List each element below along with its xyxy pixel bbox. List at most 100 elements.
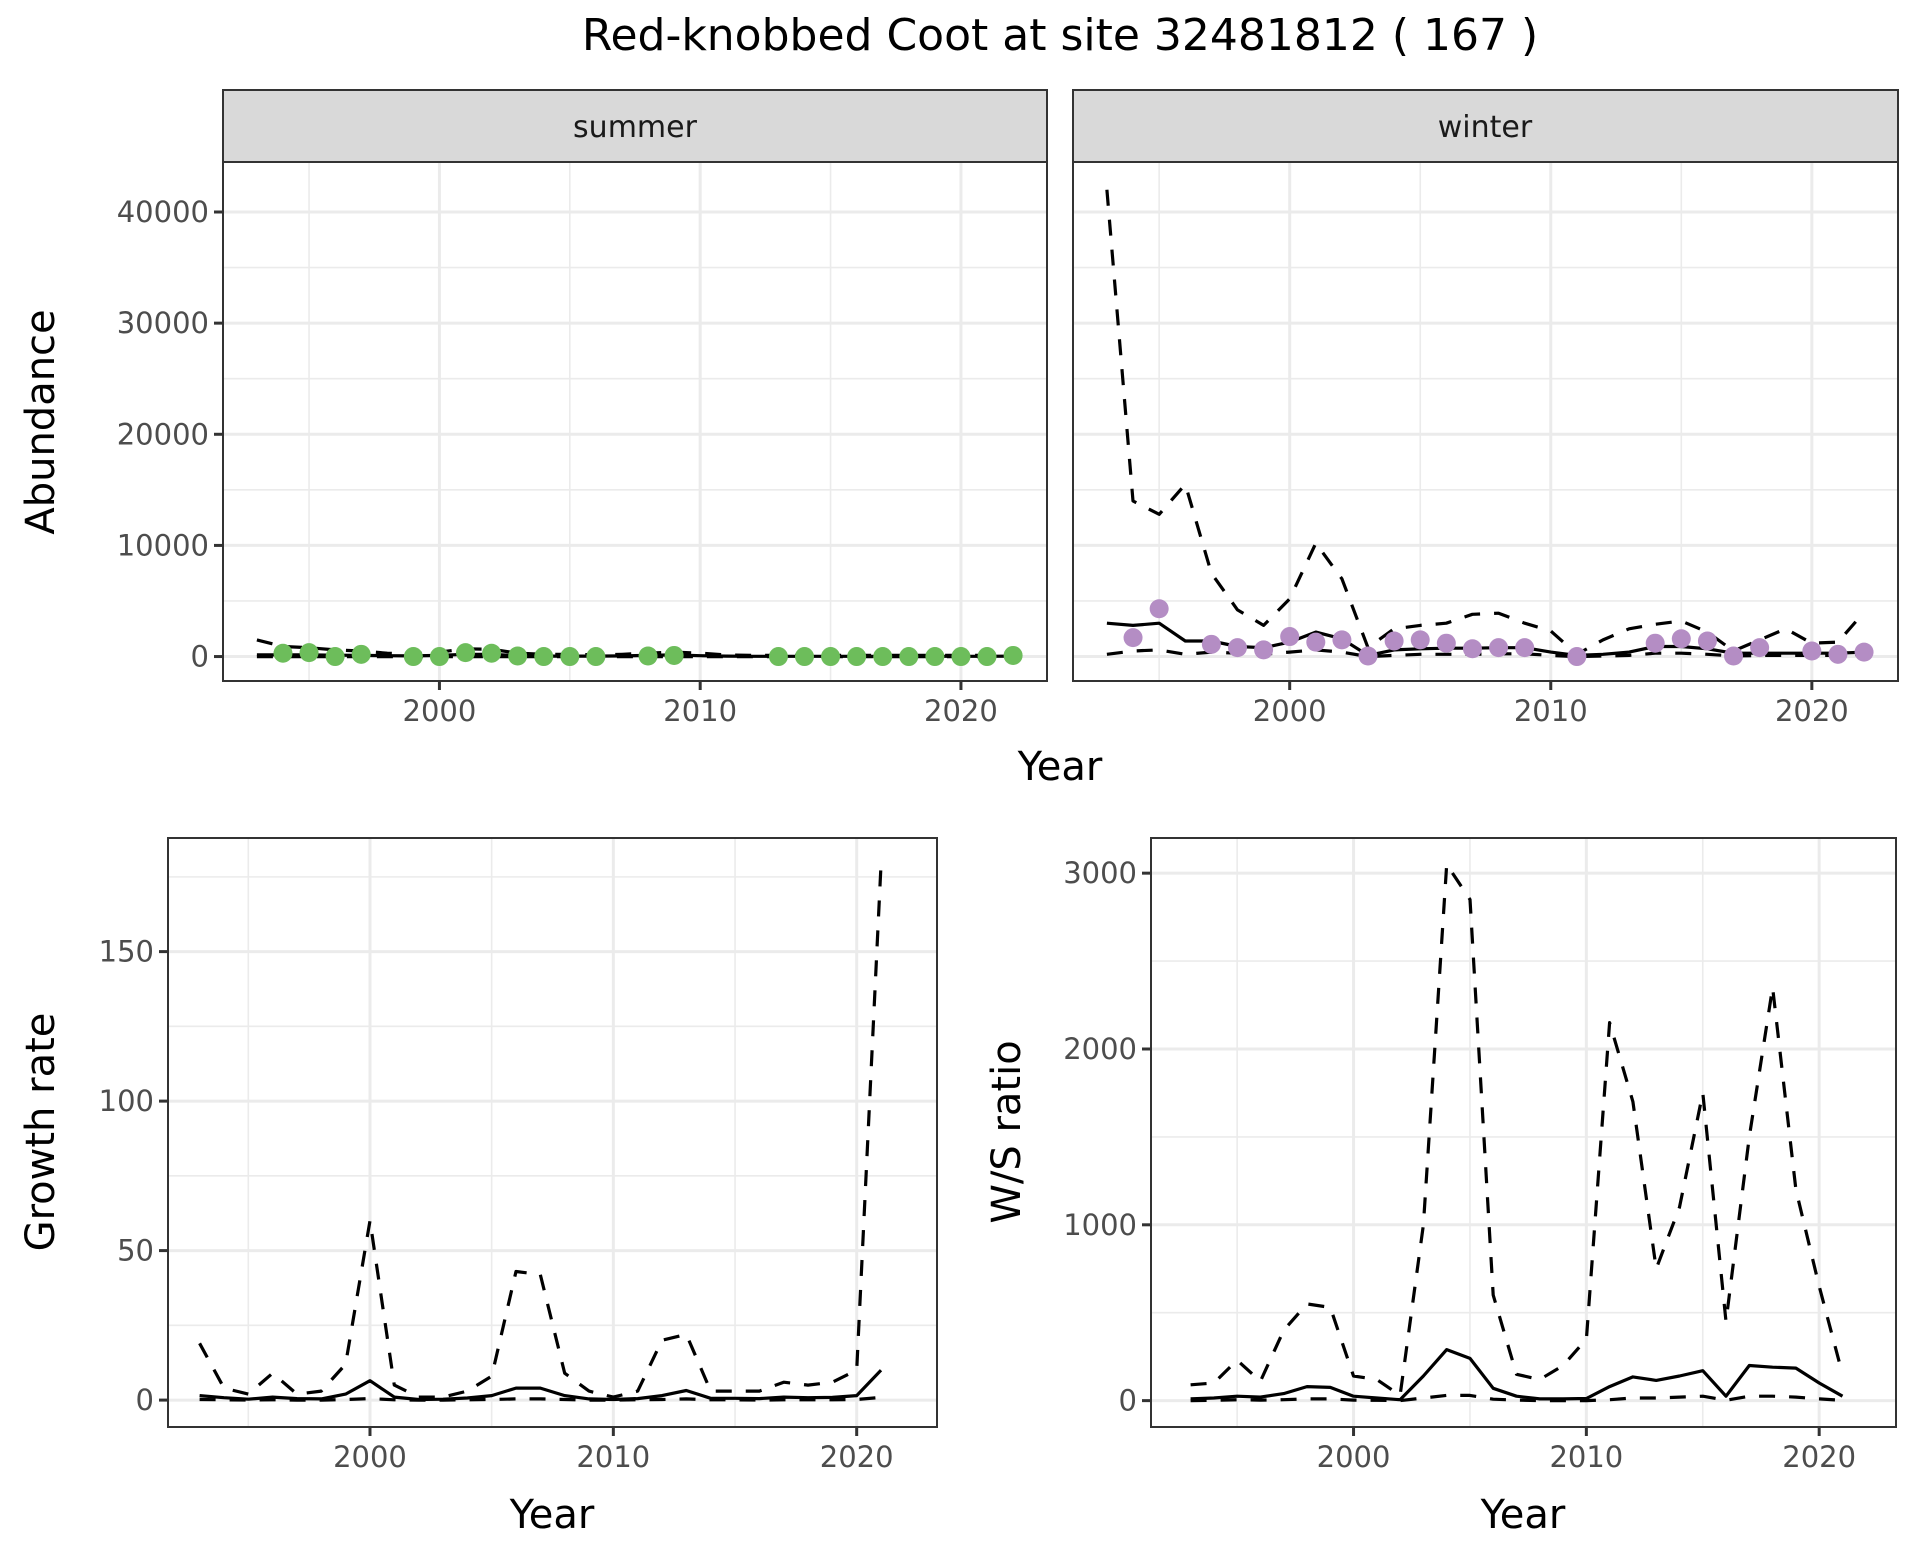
facet-label-winter: winter xyxy=(1438,110,1533,145)
data-point xyxy=(1306,632,1326,652)
panel-border xyxy=(167,837,938,1428)
y-tick-label: 50 xyxy=(117,1234,154,1268)
panel-border xyxy=(222,161,1048,682)
data-point xyxy=(1697,631,1717,651)
y-axis-title-growth: Growth rate xyxy=(18,1013,64,1252)
data-point xyxy=(1436,633,1456,653)
data-point xyxy=(1280,627,1300,647)
data-point xyxy=(794,647,814,667)
x-tick-label: 2000 xyxy=(1253,694,1327,728)
series-line-upper xyxy=(1105,189,1866,656)
panel-growth-rate: 2000 2010 2020 0 50 100 150 xyxy=(99,837,938,1474)
data-point xyxy=(1332,630,1352,650)
x-axis-title-top: Year xyxy=(1017,744,1103,790)
y-tick-label: 3000 xyxy=(1063,856,1137,890)
data-point xyxy=(1003,645,1023,665)
data-point xyxy=(768,647,788,667)
panel-winter: winter 2000 2010 2020 xyxy=(1072,89,1899,728)
data-point xyxy=(873,647,893,667)
data-point xyxy=(1227,638,1247,658)
data-point xyxy=(664,645,684,665)
series-line-upper xyxy=(1190,862,1845,1397)
series-line-lower xyxy=(199,1395,882,1402)
data-point xyxy=(1645,633,1665,653)
x-axis-title-ws: Year xyxy=(1480,1492,1566,1538)
data-point xyxy=(925,647,945,667)
chart-title: Red-knobbed Coot at site 32481812 ( 167 … xyxy=(582,10,1538,61)
data-point xyxy=(1358,646,1378,666)
data-point xyxy=(456,643,476,663)
data-point xyxy=(977,647,997,667)
x-tick-label: 2010 xyxy=(576,1440,650,1474)
panel-border xyxy=(1150,837,1897,1428)
plot-area xyxy=(256,638,1023,667)
data-point xyxy=(1123,628,1143,648)
y-tick-label: 2000 xyxy=(1063,1032,1137,1066)
y-tick-label: 10000 xyxy=(117,528,209,562)
data-point xyxy=(403,647,423,667)
y-axis-title-ws: W/S ratio xyxy=(984,1040,1030,1223)
data-point xyxy=(1515,638,1535,658)
y-tick-label: 30000 xyxy=(117,306,209,340)
panel-border xyxy=(1072,161,1899,682)
data-point xyxy=(1384,631,1404,651)
facet-strip-winter xyxy=(1072,89,1899,163)
x-tick-label: 2010 xyxy=(663,694,737,728)
series-line-lower xyxy=(1190,1393,1843,1403)
data-point xyxy=(951,647,971,667)
data-point xyxy=(586,647,606,667)
x-axis-title-growth: Year xyxy=(509,1492,595,1538)
data-point xyxy=(482,643,502,663)
plot-area xyxy=(198,864,883,1402)
data-point xyxy=(560,647,580,667)
x-tick-label: 2020 xyxy=(820,1440,894,1474)
data-point xyxy=(821,647,841,667)
data-point xyxy=(638,646,658,666)
series-line-mean xyxy=(1106,621,1865,657)
y-tick-label: 1000 xyxy=(1063,1208,1137,1242)
data-point xyxy=(1828,644,1848,664)
data-point xyxy=(534,647,554,667)
y-tick-label: 100 xyxy=(99,1084,154,1118)
y-axis-title-abundance: Abundance xyxy=(18,309,64,534)
y-tick-label: 0 xyxy=(191,640,209,674)
x-tick-label: 2020 xyxy=(1775,694,1849,728)
series-line-mean xyxy=(1190,1348,1844,1402)
data-point xyxy=(325,647,345,667)
series-line-mean xyxy=(199,1369,883,1402)
data-point xyxy=(847,647,867,667)
y-tick-label: 0 xyxy=(1119,1384,1137,1418)
x-tick-label: 2010 xyxy=(1514,694,1588,728)
x-tick-label: 2010 xyxy=(1549,1440,1623,1474)
data-point xyxy=(1671,629,1691,649)
data-point xyxy=(1254,640,1274,660)
plot-area xyxy=(1105,189,1874,667)
data-point xyxy=(1724,646,1744,666)
plot-area xyxy=(1190,862,1845,1403)
data-point xyxy=(273,643,293,663)
series-line-upper xyxy=(198,864,883,1399)
data-point xyxy=(1201,634,1221,654)
data-point xyxy=(1750,638,1770,658)
data-point xyxy=(429,647,449,667)
x-tick-label: 2020 xyxy=(1782,1440,1856,1474)
panel-ws-ratio: 2000 2010 2020 0 1000 2000 3000 xyxy=(1063,837,1897,1474)
y-tick-label: 40000 xyxy=(117,195,209,229)
data-point xyxy=(1567,647,1587,667)
data-point xyxy=(1462,639,1482,659)
y-tick-label: 0 xyxy=(136,1383,154,1417)
data-point xyxy=(299,643,319,663)
x-tick-label: 2000 xyxy=(403,694,477,728)
data-point xyxy=(1489,638,1509,658)
data-point xyxy=(1802,641,1822,661)
facet-label-summer: summer xyxy=(573,110,698,145)
data-point xyxy=(508,646,528,666)
data-point xyxy=(1149,599,1169,619)
data-point xyxy=(899,647,919,667)
x-tick-label: 2000 xyxy=(333,1440,407,1474)
y-tick-label: 20000 xyxy=(117,417,209,451)
x-tick-label: 2000 xyxy=(1317,1440,1391,1474)
data-point xyxy=(351,644,371,664)
data-point xyxy=(1854,642,1874,662)
y-tick-label: 150 xyxy=(99,935,154,969)
